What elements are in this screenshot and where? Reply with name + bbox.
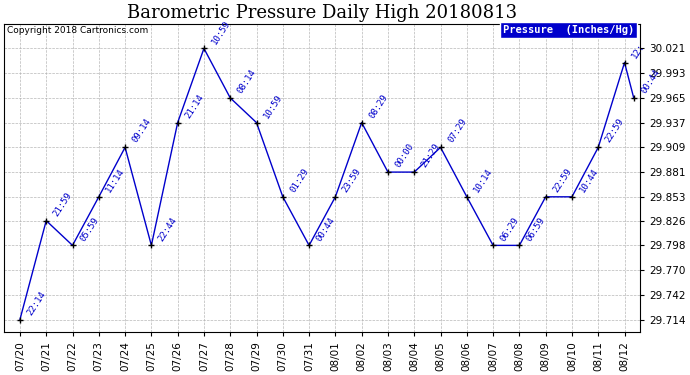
Text: 01:29: 01:29: [288, 166, 311, 194]
Text: 22:59: 22:59: [604, 117, 626, 145]
Text: 23:59: 23:59: [341, 166, 363, 194]
Text: 00:44: 00:44: [640, 68, 662, 95]
Text: 10:14: 10:14: [473, 166, 495, 194]
Text: 06:29: 06:29: [499, 215, 521, 243]
Text: 06:59: 06:59: [525, 215, 547, 243]
Text: 07:29: 07:29: [446, 117, 469, 145]
Text: 08:29: 08:29: [367, 92, 389, 120]
Text: 05:59: 05:59: [78, 215, 100, 243]
Text: 21:14: 21:14: [184, 92, 206, 120]
Text: 22:59: 22:59: [551, 166, 573, 194]
Text: 00:00: 00:00: [393, 142, 415, 169]
Text: 11:14: 11:14: [104, 166, 126, 194]
Text: 22:14: 22:14: [26, 290, 48, 317]
Text: 08:14: 08:14: [236, 68, 258, 95]
Text: 10:59: 10:59: [262, 92, 284, 120]
Text: 21:59: 21:59: [52, 190, 74, 218]
Text: 09:14: 09:14: [130, 117, 152, 145]
Text: 21:29: 21:29: [420, 142, 442, 169]
Text: Copyright 2018 Cartronics.com: Copyright 2018 Cartronics.com: [7, 26, 148, 35]
Text: Pressure  (Inches/Hg): Pressure (Inches/Hg): [503, 25, 634, 35]
Title: Barometric Pressure Daily High 20180813: Barometric Pressure Daily High 20180813: [127, 4, 518, 22]
Text: 00:44: 00:44: [315, 215, 337, 243]
Text: 12:: 12:: [630, 41, 647, 60]
Text: 22:44: 22:44: [157, 215, 179, 243]
Text: 10:59: 10:59: [210, 18, 232, 46]
Text: 10:44: 10:44: [578, 166, 600, 194]
